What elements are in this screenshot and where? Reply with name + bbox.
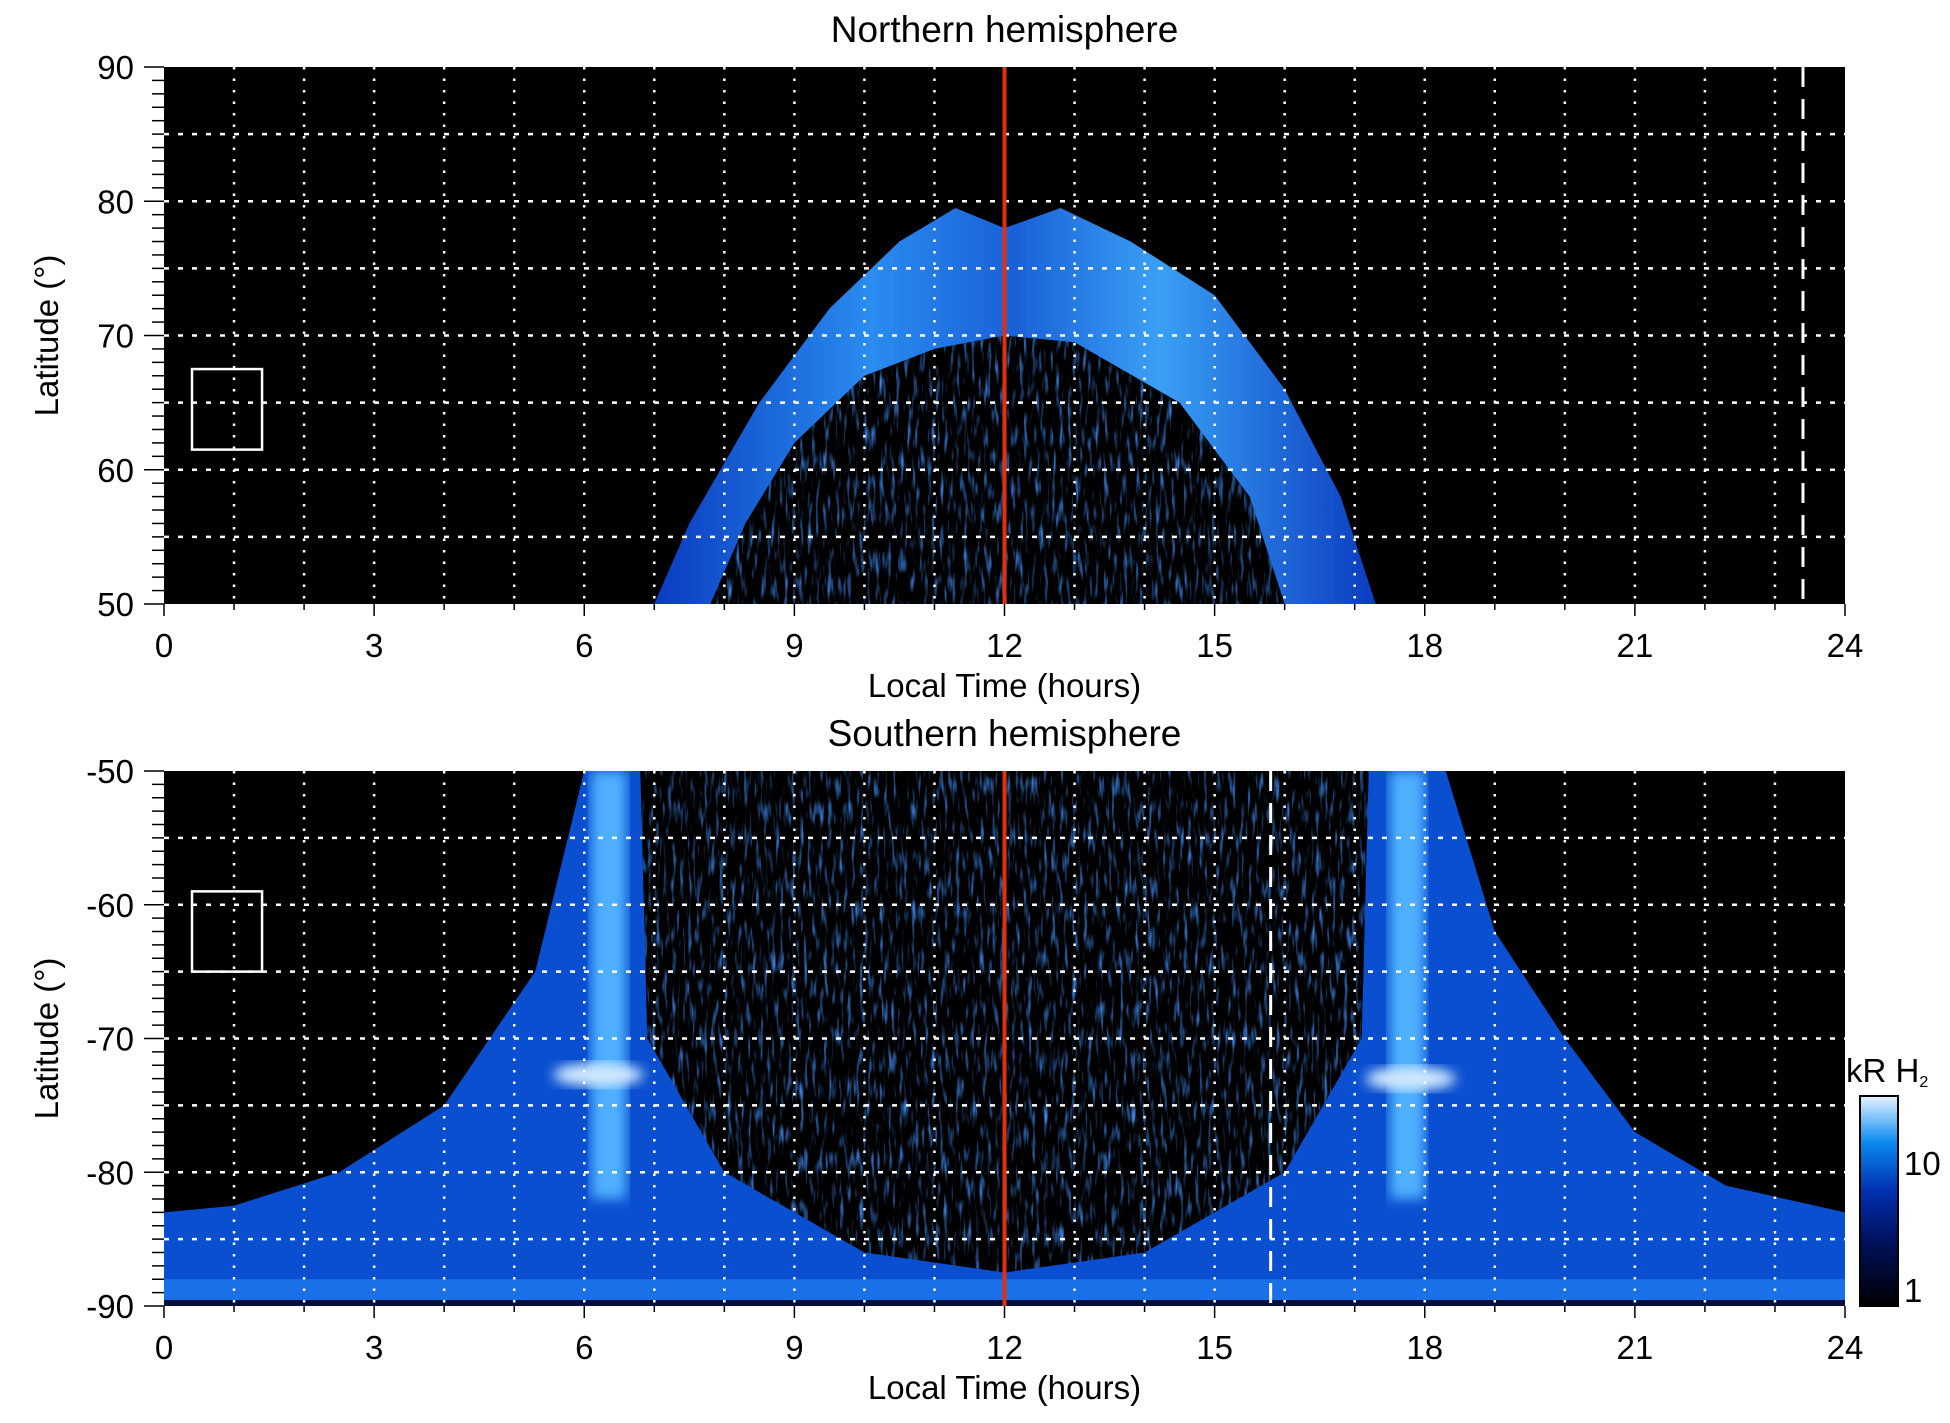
panel-northern: 0 3 6 9 12 15 18 21 24 50 60 70 80 90 Northern hemisph… bbox=[28, 9, 1863, 704]
y-tick-label: 80 bbox=[97, 183, 134, 220]
y-tick-label: -80 bbox=[86, 1154, 134, 1191]
x-tick-label: 6 bbox=[575, 627, 593, 664]
panel-southern: 0 3 6 9 12 15 18 21 24 -90 -80 -70 -60 -50 Southern he… bbox=[28, 713, 1863, 1406]
bright-spot-0 bbox=[553, 1062, 644, 1087]
y-tick-label: -90 bbox=[86, 1288, 134, 1325]
x-tick-label: 24 bbox=[1827, 627, 1864, 664]
y-tick-label: -60 bbox=[86, 887, 134, 924]
x-tick-label: 0 bbox=[155, 1329, 173, 1366]
bright-arc-dusk bbox=[1389, 771, 1425, 1199]
x-tick-label: 9 bbox=[785, 627, 803, 664]
x-axis-label: Local Time (hours) bbox=[868, 667, 1141, 704]
colorbar: kR H2 1 10 bbox=[1846, 1052, 1941, 1309]
colorbar-scale bbox=[1859, 1095, 1899, 1307]
y-tick-label: -50 bbox=[86, 753, 134, 790]
x-tick-label: 21 bbox=[1617, 1329, 1654, 1366]
x-tick-label: 9 bbox=[785, 1329, 803, 1366]
auroral-oval bbox=[654, 207, 1376, 604]
x-tick-label: 0 bbox=[155, 627, 173, 664]
x-tick-label: 3 bbox=[365, 1329, 383, 1366]
x-tick-label: 12 bbox=[986, 627, 1023, 664]
y-tick-label: 50 bbox=[97, 586, 134, 623]
reference-box bbox=[190, 367, 264, 451]
y-axis-label: Latitude (°) bbox=[28, 958, 65, 1120]
x-tick-label: 15 bbox=[1196, 627, 1233, 664]
y-axis-label: Latitude (°) bbox=[28, 255, 65, 417]
y-tick-label: -70 bbox=[86, 1021, 134, 1058]
x-tick-label: 24 bbox=[1827, 1329, 1864, 1366]
x-tick-label: 6 bbox=[575, 1329, 593, 1366]
x-tick-label: 18 bbox=[1406, 1329, 1443, 1366]
colorbar-tick-1: 1 bbox=[1904, 1272, 1922, 1309]
x-axis-label: Local Time (hours) bbox=[868, 1369, 1141, 1406]
y-tick-label: 70 bbox=[97, 318, 134, 355]
bright-arc-dawn bbox=[591, 771, 627, 1199]
x-tick-label: 12 bbox=[986, 1329, 1023, 1366]
x-tick-label: 18 bbox=[1406, 627, 1443, 664]
chart-title: Southern hemisphere bbox=[828, 713, 1182, 754]
x-tick-label: 3 bbox=[365, 627, 383, 664]
colorbar-label: kR H2 bbox=[1846, 1052, 1928, 1091]
reference-box bbox=[190, 890, 264, 973]
colorbar-tick-10: 10 bbox=[1904, 1145, 1941, 1182]
chart-title: Northern hemisphere bbox=[831, 9, 1179, 50]
x-tick-label: 21 bbox=[1617, 627, 1654, 664]
bright-spot-1 bbox=[1365, 1066, 1456, 1091]
y-tick-label: 90 bbox=[97, 49, 134, 86]
y-tick-label: 60 bbox=[97, 452, 134, 489]
x-tick-label: 15 bbox=[1196, 1329, 1233, 1366]
